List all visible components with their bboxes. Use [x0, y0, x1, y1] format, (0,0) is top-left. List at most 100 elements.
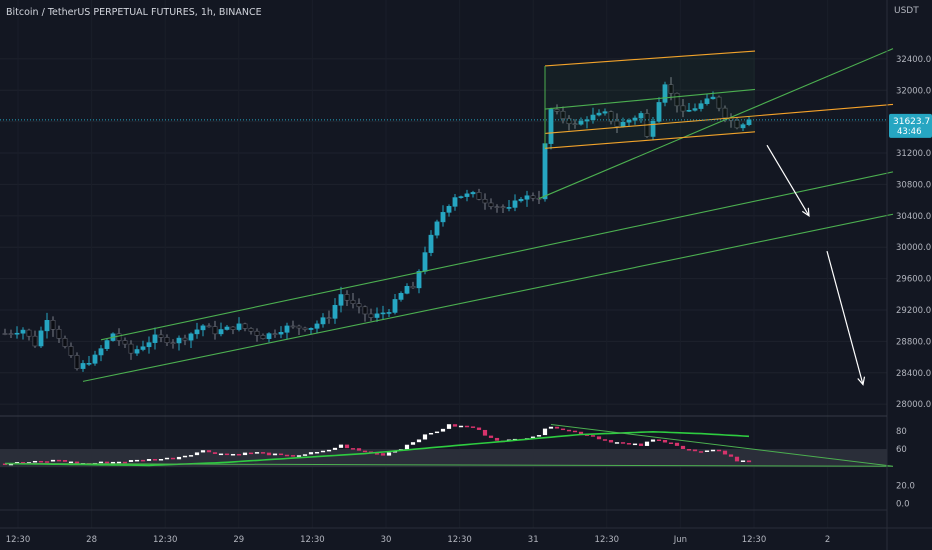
candle[interactable] [434, 221, 440, 236]
rsi-bar[interactable] [698, 451, 704, 453]
candle[interactable] [470, 192, 476, 195]
rsi-bar[interactable] [596, 436, 602, 440]
rsi-bar[interactable] [422, 434, 428, 440]
rsi-bar[interactable] [44, 461, 50, 463]
rising-support[interactable] [538, 48, 894, 200]
rsi-bar[interactable] [74, 461, 80, 465]
candle[interactable] [428, 234, 434, 253]
candle[interactable] [482, 198, 488, 204]
candle[interactable] [740, 124, 746, 129]
rsi-bar[interactable] [176, 456, 182, 460]
candle[interactable] [284, 325, 290, 333]
rsi-bar[interactable] [134, 459, 140, 462]
candle[interactable] [386, 312, 392, 314]
candle[interactable] [44, 320, 50, 332]
rsi-bar[interactable] [182, 455, 188, 458]
rsi-bar[interactable] [356, 448, 362, 451]
candle[interactable] [560, 110, 566, 119]
rsi-bar[interactable] [740, 460, 746, 462]
candle[interactable] [230, 326, 236, 330]
candle[interactable] [68, 346, 74, 356]
rsi-bar[interactable] [710, 449, 716, 452]
candle[interactable] [638, 113, 644, 119]
rsi-bar[interactable] [644, 441, 650, 446]
candle[interactable] [548, 109, 554, 144]
candle[interactable] [734, 120, 740, 129]
rsi-bar[interactable] [662, 440, 668, 443]
candle[interactable] [254, 330, 260, 336]
price-axis[interactable]: 28000.0 28400.0 28800.0 29200.0 29600.0 30000… [896, 55, 931, 410]
rsi-bar[interactable] [164, 457, 170, 460]
candle[interactable] [584, 119, 590, 122]
rsi-bar[interactable] [608, 439, 614, 443]
candle[interactable] [596, 112, 602, 116]
rsi-bar[interactable] [212, 452, 218, 454]
rsi-bar[interactable] [170, 457, 176, 460]
candle[interactable] [74, 355, 80, 369]
rsi-bar[interactable] [656, 439, 662, 442]
rsi-bar[interactable] [572, 430, 578, 433]
rsi-bar[interactable] [122, 461, 128, 464]
rsi-resistance[interactable] [550, 424, 894, 467]
candle[interactable] [152, 334, 158, 343]
rsi-bar[interactable] [404, 444, 410, 450]
trendline-drawings[interactable] [4, 48, 894, 467]
rsi-bar[interactable] [260, 452, 266, 454]
candle[interactable] [290, 325, 296, 328]
rsi-bar[interactable] [194, 452, 200, 456]
candle[interactable] [50, 320, 56, 330]
candle[interactable] [260, 335, 266, 339]
candle[interactable] [590, 114, 596, 121]
rsi-bar[interactable] [686, 449, 692, 451]
rsi-bar[interactable] [68, 461, 74, 464]
rsi-bar[interactable] [716, 449, 722, 452]
rsi-bar[interactable] [110, 461, 116, 464]
rsi-bar[interactable] [464, 425, 470, 428]
candle[interactable] [236, 323, 242, 330]
candle[interactable] [158, 334, 164, 338]
candle[interactable] [98, 348, 104, 356]
rsi-bar[interactable] [200, 450, 206, 453]
candle[interactable] [92, 354, 98, 364]
rsi-bar[interactable] [56, 459, 62, 462]
candle[interactable] [32, 335, 38, 347]
rsi-bar[interactable] [380, 453, 386, 456]
candle[interactable] [296, 325, 302, 329]
candle[interactable] [542, 143, 548, 200]
rsi-bar[interactable] [344, 444, 350, 449]
candle[interactable] [650, 120, 656, 137]
candle[interactable] [674, 92, 680, 107]
candle[interactable] [362, 306, 368, 315]
candle[interactable] [338, 294, 344, 306]
candle[interactable] [500, 206, 506, 209]
candle[interactable] [416, 271, 422, 289]
candle[interactable] [566, 118, 572, 125]
candle[interactable] [710, 96, 716, 100]
candle[interactable] [302, 327, 308, 330]
rsi-bar[interactable] [362, 450, 368, 453]
rsi-bar[interactable] [632, 443, 638, 446]
rsi-bar[interactable] [692, 449, 698, 452]
candle[interactable] [266, 333, 272, 339]
rsi-bar[interactable] [350, 448, 356, 450]
candle[interactable] [356, 303, 362, 308]
candle[interactable] [164, 337, 170, 343]
candle[interactable] [494, 206, 500, 208]
candle[interactable] [182, 337, 188, 341]
flag-lower[interactable] [544, 131, 756, 149]
rsi-bar[interactable] [254, 452, 260, 454]
candle[interactable] [512, 200, 518, 208]
rsi-bar[interactable] [314, 451, 320, 454]
rsi-bar[interactable] [242, 452, 248, 456]
rsi-bar[interactable] [248, 452, 254, 455]
rsi-bar[interactable] [488, 435, 494, 438]
candle[interactable] [314, 323, 320, 329]
rsi-bar[interactable] [482, 429, 488, 436]
rsi-bar[interactable] [140, 459, 146, 462]
rsi-bar[interactable] [626, 443, 632, 445]
rsi-bar[interactable] [146, 459, 152, 461]
rsi-bar[interactable] [266, 452, 272, 456]
rsi-bar[interactable] [410, 442, 416, 445]
candle[interactable] [332, 304, 338, 319]
rsi-bar[interactable] [308, 452, 314, 455]
